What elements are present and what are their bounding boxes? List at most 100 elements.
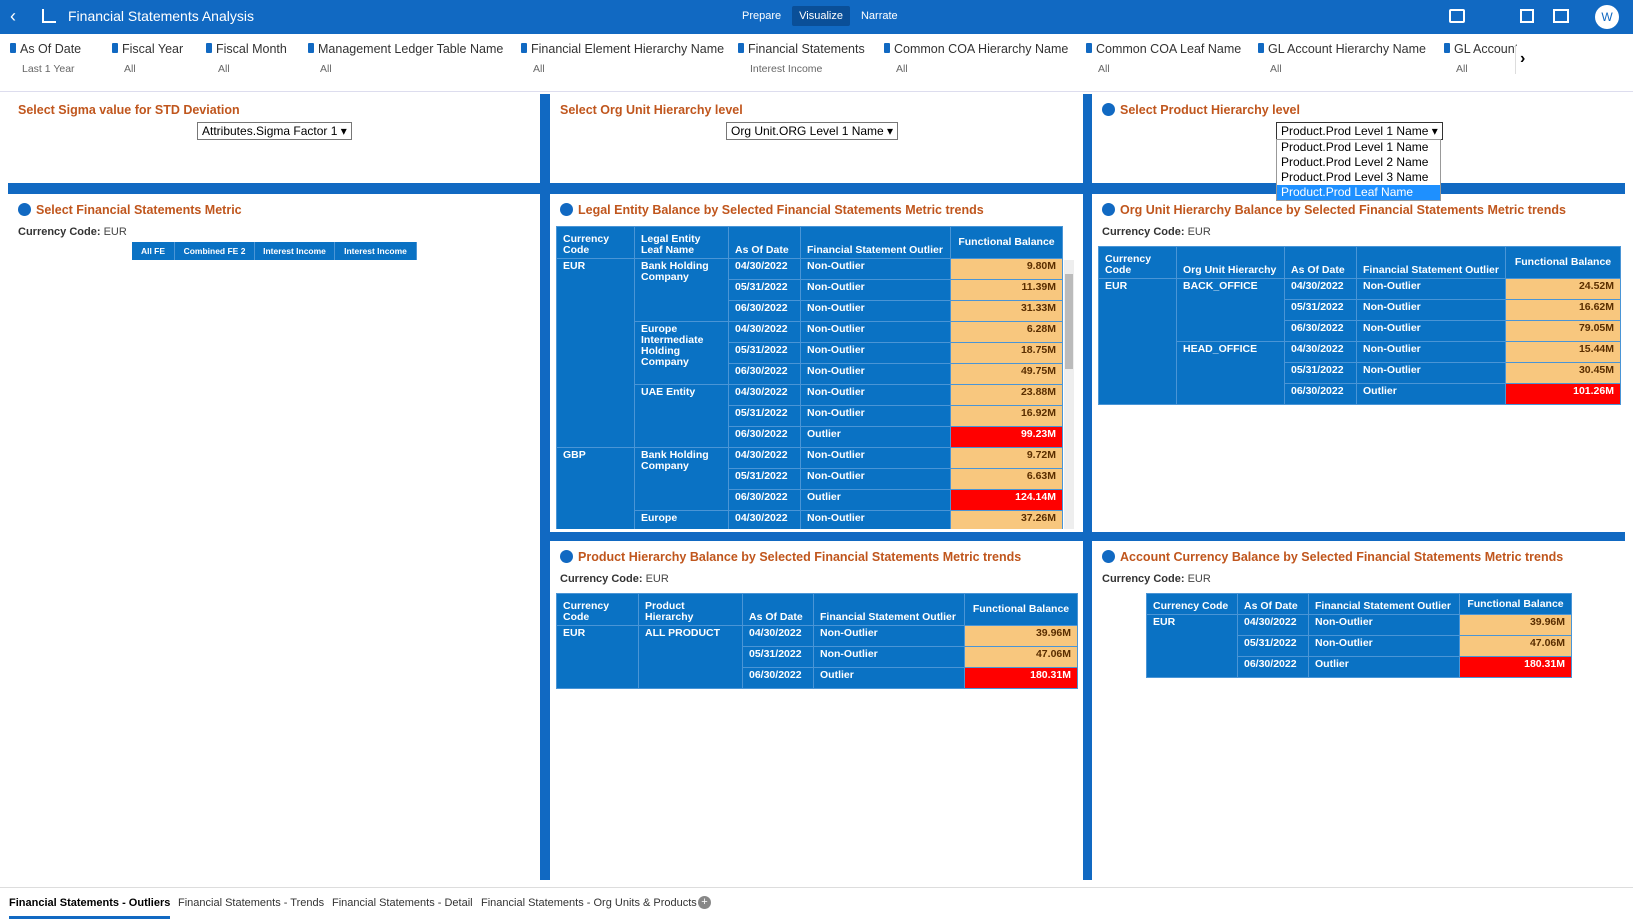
dropdown-option[interactable]: Product.Prod Level 1 Name: [1281, 140, 1429, 154]
sheet-tab[interactable]: Financial Statements - Trends: [178, 897, 325, 909]
back-button[interactable]: ‹: [10, 6, 16, 26]
filter-value: All: [896, 63, 908, 75]
data-row: 06/30/2022 Non-Outlier 79.05M: [1099, 320, 1621, 342]
sheet-tab[interactable]: Financial Statements - Org Units & Produ…: [481, 897, 697, 909]
metric-button[interactable]: Interest Income: [335, 242, 417, 260]
scroll-right[interactable]: ›: [1515, 46, 1533, 74]
filter[interactable]: GL Account Hierarchy Name All: [1258, 42, 1426, 75]
group-cell: EUR: [556, 625, 639, 689]
undo-icon[interactable]: [1449, 9, 1465, 23]
add-sheet[interactable]: +: [698, 896, 711, 909]
title-text: Select Financial Statements Metric: [36, 203, 242, 217]
org-unit-panel: Org Unit Hierarchy Balance by Selected F…: [1092, 194, 1625, 532]
canvas: Select Sigma value for STD Deviation Attr…: [8, 94, 1625, 880]
currency-label: Currency Code: EUR: [18, 226, 127, 238]
dropdown-option[interactable]: Product.Prod Level 3 Name: [1281, 170, 1429, 184]
filter-value: All: [533, 63, 545, 75]
data-table: Currency Code Legal Entity Leaf Name As Of…: [556, 226, 1063, 529]
filter[interactable]: Common COA Hierarchy Name All: [884, 42, 1068, 75]
pin-icon: [206, 43, 212, 53]
mode-tab[interactable]: Prepare: [742, 10, 782, 22]
title-text: Select Sigma value for STD Deviation: [18, 103, 240, 117]
table-wrap: Currency Code Org Unit Hierarchy As Of Dat…: [1098, 246, 1621, 405]
subgroup-cell: HEAD_OFFICE: [1176, 341, 1285, 405]
outlier-cell: Non-Outlier: [1356, 362, 1506, 384]
data-row: EUR BACK_OFFICE 04/30/2022 Non-Outlier 24.52…: [1098, 278, 1621, 405]
metric-button[interactable]: Interest Income: [255, 242, 335, 260]
data-row: EUR Bank Holding Company 04/30/2022 Non-Out…: [556, 258, 1063, 448]
outlier-cell: Non-Outlier: [1308, 614, 1460, 636]
data-row: EUR ALL PRODUCT 04/30/2022 Non-Outlier 39.96…: [556, 625, 1078, 689]
outlier-cell: Outlier: [800, 489, 951, 511]
filter[interactable]: Financial Element Hierarchy Name All: [521, 42, 724, 75]
data-row: 05/31/2022 Non-Outlier 30.45M: [1099, 362, 1621, 384]
outlier-cell: Non-Outlier: [800, 405, 951, 427]
scroll-thumb[interactable]: [1065, 274, 1073, 369]
filter-name: Financial Statements: [748, 42, 865, 56]
select[interactable]: Org Unit.ORG Level 1 Name ▾: [726, 122, 899, 140]
currency-label: Currency Code: EUR: [1102, 573, 1211, 585]
balance-cell: 180.31M: [964, 667, 1078, 689]
metric-button[interactable]: Combined FE 2: [175, 242, 255, 260]
metric-buttons: All FE Combined FE 2 Interest Income Intere…: [132, 242, 417, 260]
mode-tab[interactable]: Narrate: [860, 10, 898, 22]
data-row: 06/30/2022 Outlier 101.26M: [1099, 383, 1621, 405]
balance-cell: 79.05M: [1505, 320, 1621, 342]
select[interactable]: Attributes.Sigma Factor 1 ▾: [197, 122, 352, 140]
dropdown-option[interactable]: Product.Prod Leaf Name: [1277, 185, 1440, 200]
date-cell: 05/31/2022: [742, 646, 814, 668]
date-cell: 06/30/2022: [742, 667, 814, 689]
pin-icon: [1086, 43, 1092, 53]
data-row: 05/31/2022 Non-Outlier 6.63M: [557, 468, 1063, 490]
app-icon: [42, 9, 56, 23]
pin-icon: [308, 43, 314, 53]
currency-label: Currency Code: EUR: [1102, 226, 1211, 238]
column-header: Functional Balance: [950, 226, 1063, 259]
metric-button[interactable]: All FE: [132, 242, 175, 260]
column-header: Legal Entity Leaf Name: [634, 226, 729, 259]
filter[interactable]: Common COA Leaf Name All: [1086, 42, 1241, 75]
save-icon[interactable]: [1553, 9, 1569, 23]
subgroup-cell: Europe: [634, 510, 729, 529]
header-row: Currency Code Legal Entity Leaf Name As Of…: [556, 226, 1063, 259]
outlier-cell: Non-Outlier: [1356, 278, 1506, 300]
avatar[interactable]: W: [1595, 5, 1619, 29]
title-text: Product Hierarchy Balance by Selected Fi…: [578, 550, 1022, 564]
data-row: 06/30/2022 Non-Outlier 49.75M: [557, 363, 1063, 385]
dropdown-option[interactable]: Product.Prod Level 2 Name: [1281, 155, 1429, 169]
filter[interactable]: Management Ledger Table Name All: [308, 42, 503, 75]
filter[interactable]: As Of Date Last 1 Year: [10, 42, 81, 75]
filter[interactable]: Fiscal Year All: [112, 42, 183, 75]
column-header: As Of Date: [1284, 246, 1357, 279]
filter[interactable]: Financial Statements Interest Income: [738, 42, 865, 75]
outlier-cell: Non-Outlier: [800, 321, 951, 343]
filter[interactable]: GL Account All: [1444, 42, 1518, 75]
mode-tab[interactable]: Visualize: [792, 6, 850, 26]
filter[interactable]: Fiscal Month All: [206, 42, 287, 75]
column-header: Financial Statement Outlier: [1308, 593, 1460, 615]
sheet-tab[interactable]: Financial Statements - Outliers: [9, 897, 171, 919]
export-icon[interactable]: [1520, 9, 1534, 23]
outlier-cell: Non-Outlier: [800, 510, 951, 529]
filter-name: Financial Element Hierarchy Name: [531, 42, 725, 56]
dropdown-list: Product.Prod Level 1 Name Product.Prod Le…: [1276, 139, 1441, 201]
date-cell: 06/30/2022: [1237, 656, 1309, 678]
subgroup-cell: ALL PRODUCT: [638, 625, 743, 689]
filter-icon: [1102, 203, 1115, 216]
panel-title: Product Hierarchy Balance by Selected Fi…: [560, 550, 1021, 564]
outlier-cell: Non-Outlier: [1308, 635, 1460, 657]
column-header: As Of Date: [1237, 593, 1309, 615]
outlier-cell: Outlier: [1308, 656, 1460, 678]
outlier-cell: Non-Outlier: [800, 258, 951, 280]
filter-name: GL Account Hierarchy Name: [1268, 42, 1426, 56]
column-header: Currency Code: [556, 593, 639, 626]
date-cell: 06/30/2022: [1284, 320, 1357, 342]
app-title: Financial Statements Analysis: [68, 8, 254, 24]
date-cell: 05/31/2022: [1284, 362, 1357, 384]
data-table: Currency Code Product Hierarchy As Of Date…: [556, 593, 1078, 689]
select[interactable]: Product.Prod Level 1 Name ▾: [1276, 122, 1443, 140]
filter-name: Management Ledger Table Name: [318, 42, 504, 56]
sheet-tab[interactable]: Financial Statements - Detail: [332, 897, 473, 909]
column-header: Currency Code: [556, 226, 635, 259]
